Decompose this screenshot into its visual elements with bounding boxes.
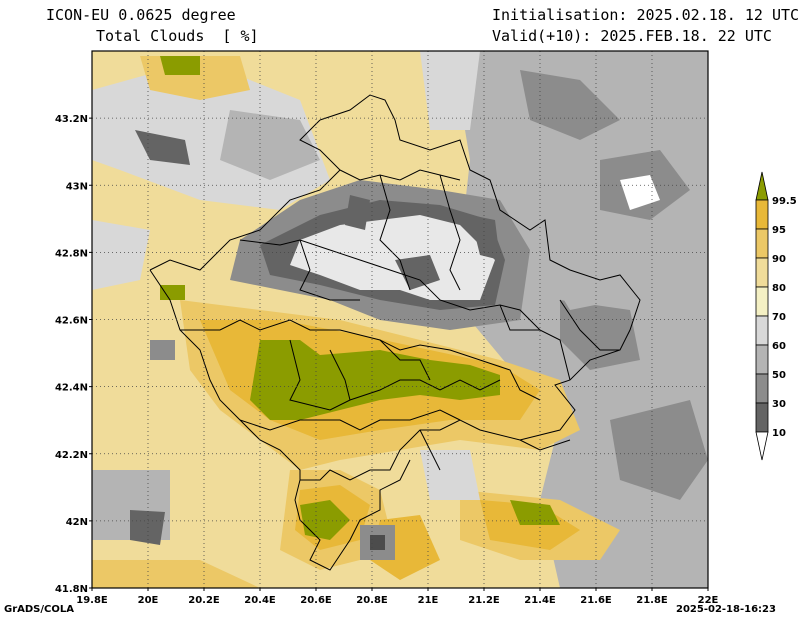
lat-label: 42.2N <box>55 450 88 461</box>
lat-label: 42.4N <box>55 383 88 394</box>
lon-label: 20.8E <box>356 595 388 606</box>
lat-label: 42.6N <box>55 316 88 327</box>
lon-label: 21E <box>418 595 439 606</box>
colorbar-label: 95 <box>772 225 786 236</box>
lon-label: 20.6E <box>300 595 332 606</box>
colorbar-label: 60 <box>772 341 786 352</box>
colorbar-label: 30 <box>772 399 786 410</box>
colorbar-top-arrow <box>755 171 769 201</box>
credit-label: GrADS/COLA <box>4 604 74 615</box>
lon-label: 22E <box>698 595 719 606</box>
lon-label: 21.4E <box>524 595 556 606</box>
colorbar-bottom-arrow <box>755 431 769 461</box>
graticule <box>92 51 708 588</box>
colorbar: 99.5 95 90 80 70 60 50 30 10 <box>755 171 797 461</box>
lat-label: 43N <box>66 181 88 192</box>
init-time: Initialisation: 2025.02.18. 12 UTC <box>492 6 800 24</box>
colorbar-label: 10 <box>772 428 786 439</box>
colorbar-swatch <box>755 286 769 317</box>
variable-title: Total Clouds [ %] <box>96 27 259 45</box>
colorbar-label: 70 <box>772 312 786 323</box>
lat-label: 42N <box>66 517 88 528</box>
lon-label: 21.8E <box>636 595 668 606</box>
colorbar-swatch <box>755 344 769 375</box>
lat-label: 43.2N <box>55 114 88 125</box>
colorbar-label: 90 <box>772 254 786 265</box>
timestamp-label: 2025-02-18-16:23 <box>676 604 776 615</box>
model-title: ICON-EU 0.0625 degree <box>46 6 236 24</box>
lon-label: 20E <box>138 595 159 606</box>
colorbar-swatch <box>755 257 769 288</box>
colorbar-swatch <box>755 228 769 259</box>
valid-time: Valid(+10): 2025.FEB.18. 22 UTC <box>492 27 772 45</box>
colorbar-label: 99.5 <box>772 196 797 207</box>
colorbar-swatch <box>755 199 769 230</box>
lat-label: 42.8N <box>55 248 88 259</box>
colorbar-label: 50 <box>772 370 786 381</box>
lon-label: 21.2E <box>468 595 500 606</box>
lon-label: 19.8E <box>76 595 108 606</box>
colorbar-swatch <box>755 315 769 346</box>
lon-label: 20.4E <box>244 595 276 606</box>
country-borders <box>149 94 641 571</box>
colorbar-label: 80 <box>772 283 786 294</box>
colorbar-swatch <box>755 402 769 433</box>
lat-label: 41.8N <box>55 584 88 595</box>
lon-label: 20.2E <box>188 595 220 606</box>
latitude-labels: 43.2N 43N 42.8N 42.6N 42.4N 42.2N 42N 41.8N <box>55 114 92 595</box>
lon-label: 21.6E <box>580 595 612 606</box>
longitude-labels: 19.8E 20E 20.2E 20.4E 20.6E 20.8E 21E 21.2E 21.4… <box>76 588 719 606</box>
colorbar-swatch <box>755 373 769 404</box>
